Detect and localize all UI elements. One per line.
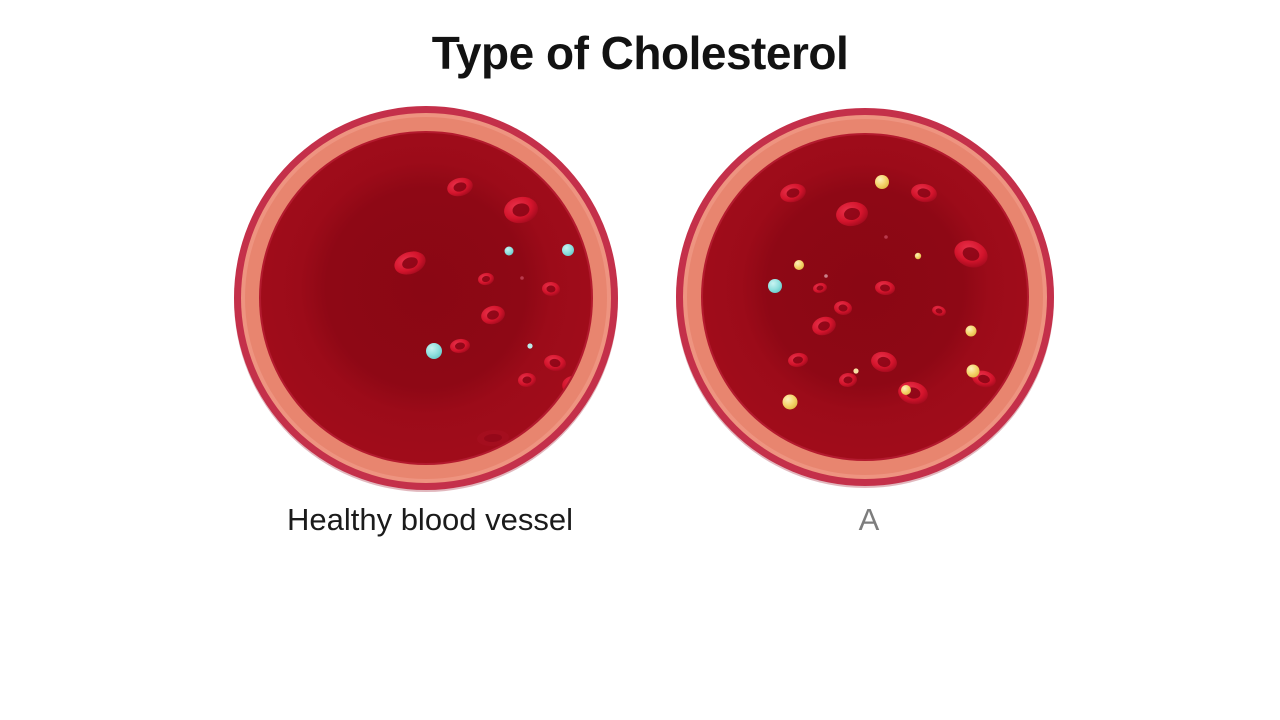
hdl-particle	[426, 343, 442, 359]
vessel-panel-affected: A	[674, 106, 1064, 544]
red-blood-cell	[839, 372, 857, 388]
red-blood-cell	[932, 305, 946, 317]
ldl-particle	[853, 368, 859, 374]
vessel-caption-healthy: Healthy blood vessel	[286, 502, 574, 537]
ldl-particle	[782, 394, 798, 410]
red-blood-cell	[836, 201, 868, 227]
ldl-particle	[794, 260, 804, 270]
vessel-diagram-affected	[676, 108, 1054, 488]
red-blood-cell	[542, 281, 560, 297]
micro-particle	[884, 235, 888, 239]
vessel-panel-healthy: Healthy blood vessel	[232, 104, 628, 544]
lumen-contents	[768, 175, 996, 410]
vessel-diagram-healthy	[234, 106, 620, 492]
ldl-particle	[901, 385, 911, 395]
red-blood-cell	[911, 183, 937, 203]
red-blood-cell-group	[780, 183, 996, 405]
red-blood-cell	[788, 352, 808, 368]
hdl-particle	[768, 279, 782, 293]
red-blood-cell	[780, 183, 806, 203]
red-blood-cell	[481, 305, 505, 325]
blood-vessel-cross-section-healthy	[232, 104, 620, 492]
red-blood-cell	[478, 272, 494, 286]
red-blood-cell	[504, 196, 538, 224]
red-blood-cell	[394, 251, 426, 275]
cholesterol-particle-group	[768, 175, 980, 410]
blood-lumen	[261, 133, 591, 463]
hdl-particle	[562, 244, 574, 256]
red-blood-cell	[812, 316, 836, 336]
cholesterol-particle-group	[426, 244, 574, 359]
red-blood-cell	[954, 240, 988, 268]
red-blood-cell	[544, 354, 566, 372]
hdl-particle	[504, 246, 514, 256]
red-blood-cell	[477, 429, 509, 447]
hdl-particle	[527, 343, 533, 349]
micro-particle	[824, 274, 828, 278]
ldl-particle	[914, 252, 922, 260]
red-blood-cell	[518, 372, 536, 388]
red-blood-cell	[834, 300, 852, 316]
vessel-caption-affected: A	[858, 502, 880, 537]
blood-lumen	[703, 135, 1027, 459]
red-blood-cell	[615, 232, 620, 268]
red-blood-cell	[871, 351, 897, 373]
ldl-particle	[875, 175, 889, 189]
red-blood-cell	[813, 282, 827, 294]
red-blood-cell	[875, 280, 895, 296]
red-blood-cell	[447, 177, 473, 197]
blood-vessel-cross-section-affected	[674, 106, 1056, 488]
micro-particle	[520, 276, 524, 280]
ldl-particle	[966, 364, 980, 378]
page-title: Type of Cholesterol	[431, 27, 849, 79]
red-blood-cell	[450, 338, 470, 354]
ldl-particle	[965, 325, 977, 337]
